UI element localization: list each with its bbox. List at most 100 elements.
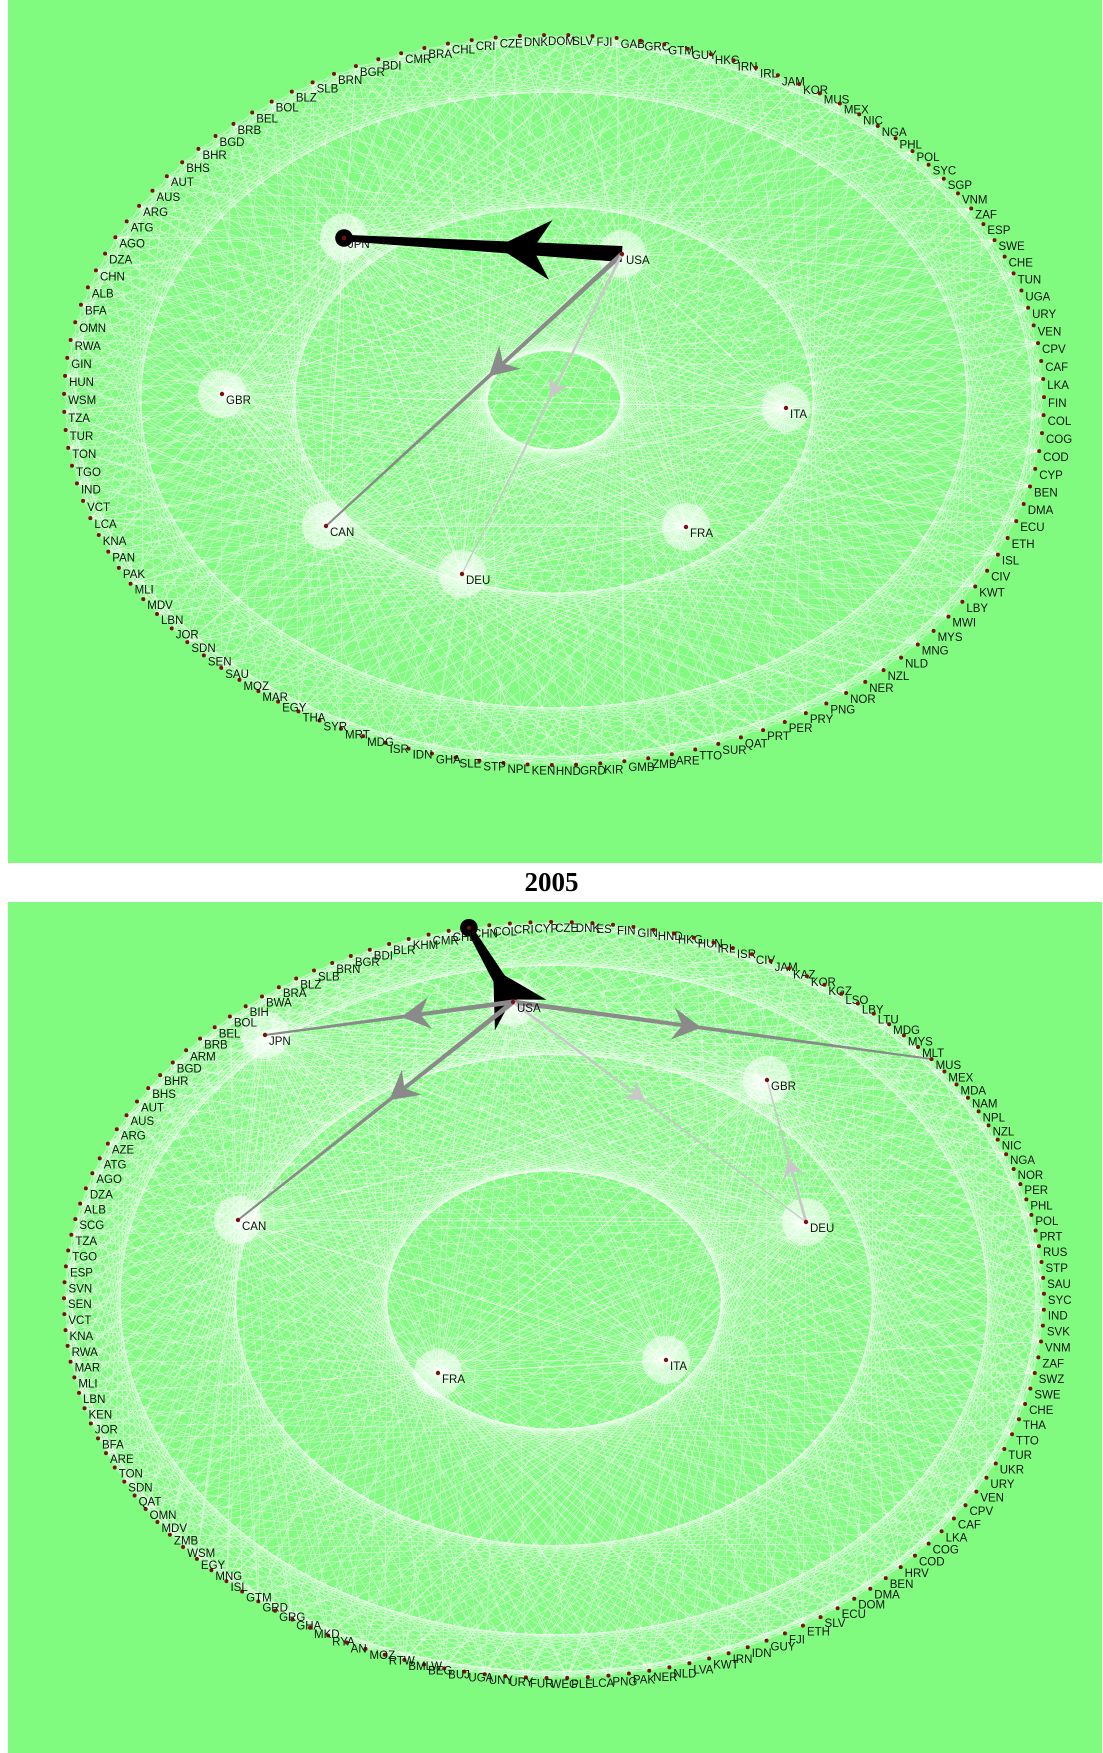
country-label: NZL xyxy=(888,671,910,683)
country-label: BOL xyxy=(234,1017,258,1029)
country-label: PER xyxy=(789,723,813,735)
country-label: AGO xyxy=(96,1174,122,1186)
country-node xyxy=(361,734,366,739)
country-node xyxy=(96,533,101,538)
country-node xyxy=(1041,1307,1046,1312)
country-label: MYS xyxy=(938,632,963,644)
country-node xyxy=(445,41,450,46)
country-node xyxy=(363,1646,368,1651)
country-label: BMLW xyxy=(408,1661,442,1673)
country-node xyxy=(993,1461,998,1466)
country-node xyxy=(893,136,898,141)
country-label: IND xyxy=(81,484,101,496)
country-node xyxy=(1039,359,1044,364)
country-node xyxy=(219,665,224,670)
country-label: PNG xyxy=(612,1677,637,1689)
country-node xyxy=(78,1201,83,1206)
country-node xyxy=(240,1589,245,1594)
country-node xyxy=(382,1652,387,1657)
country-label: ARM xyxy=(190,1051,216,1063)
country-node xyxy=(647,1668,652,1673)
country-label: IRL xyxy=(760,68,779,80)
country-node xyxy=(822,982,827,987)
country-label: NPL xyxy=(507,764,530,776)
country-label: KAZ xyxy=(793,969,815,981)
country-node xyxy=(1024,1197,1029,1202)
country-label: STP xyxy=(483,762,506,774)
country-node xyxy=(565,1675,570,1680)
flow-arrowhead xyxy=(389,1069,422,1101)
country-node xyxy=(1039,1339,1044,1344)
edge-mesh xyxy=(63,34,1045,766)
country-label: THA xyxy=(1023,1420,1046,1432)
country-node xyxy=(910,149,915,154)
country-node xyxy=(1040,1323,1045,1328)
country-label: TZA xyxy=(75,1236,97,1248)
country-node xyxy=(93,268,98,273)
country-node xyxy=(105,1141,110,1146)
hub-node xyxy=(323,523,329,529)
country-label: PAK xyxy=(123,569,145,581)
country-label: KWT xyxy=(979,587,1005,599)
country-label: CIV xyxy=(991,572,1011,584)
country-node xyxy=(1002,254,1007,259)
country-label: HKG xyxy=(715,55,740,67)
country-label: SLV xyxy=(825,1618,846,1630)
country-node xyxy=(73,320,78,325)
country-node xyxy=(963,1503,968,1508)
country-node xyxy=(260,994,265,999)
country-label: TGO xyxy=(72,1252,97,1264)
country-node xyxy=(501,761,506,766)
country-label: SWE xyxy=(999,241,1026,253)
country-label: BHR xyxy=(202,150,226,162)
country-label: OMN xyxy=(79,323,106,335)
country-label: NLD xyxy=(905,659,928,671)
flow-arrowhead xyxy=(549,375,569,398)
country-label: RYA xyxy=(332,1636,355,1648)
country-label: ARE xyxy=(110,1454,134,1466)
country-node xyxy=(1032,1371,1037,1376)
country-label: ZAF xyxy=(975,210,997,222)
country-label: DMA xyxy=(874,1590,900,1602)
country-node xyxy=(638,38,643,43)
country-node xyxy=(931,628,936,633)
country-label: GRG xyxy=(279,1612,305,1624)
country-node xyxy=(237,677,242,682)
country-label: NIC xyxy=(863,115,883,127)
country-node xyxy=(942,1069,947,1074)
country-label: VCT xyxy=(68,1315,91,1327)
country-node xyxy=(290,1617,295,1622)
country-label: NIC xyxy=(1002,1141,1022,1153)
country-label: CMR xyxy=(433,936,459,948)
country-label: ATG xyxy=(104,1159,127,1171)
country-node xyxy=(78,302,83,307)
country-label: MOZ xyxy=(243,681,269,693)
country-node xyxy=(1041,1291,1046,1296)
country-node xyxy=(82,1406,87,1411)
country-label: TUN xyxy=(1018,274,1042,286)
country-node xyxy=(775,73,780,78)
flow-arrowhead xyxy=(493,968,547,1031)
country-node xyxy=(691,935,696,940)
country-node xyxy=(422,46,427,51)
country-label: KGZ xyxy=(828,986,852,998)
country-label: NER xyxy=(869,683,893,695)
country-node xyxy=(800,1623,805,1628)
country-node xyxy=(929,1057,934,1062)
country-label: BGD xyxy=(220,137,245,149)
country-label: RTW xyxy=(389,1656,415,1668)
hub-node xyxy=(619,251,625,257)
country-label: CHN xyxy=(100,271,125,283)
country-label: TON xyxy=(119,1469,143,1481)
country-label: ALB xyxy=(84,1205,106,1217)
country-label: ATG xyxy=(131,222,154,234)
country-node xyxy=(90,1171,95,1176)
country-label: MUS xyxy=(824,94,850,106)
hub-fans xyxy=(63,921,1045,1679)
country-label: BHS xyxy=(186,163,210,175)
network-panel-bottom: CHN COL CRI CYP CZE DNK ES FIN GIN HND HKG HUN IRL IS… xyxy=(8,902,1102,1753)
country-node xyxy=(181,1545,186,1550)
country-node xyxy=(768,958,773,963)
country-node xyxy=(209,1568,214,1573)
country-node xyxy=(65,1343,70,1348)
